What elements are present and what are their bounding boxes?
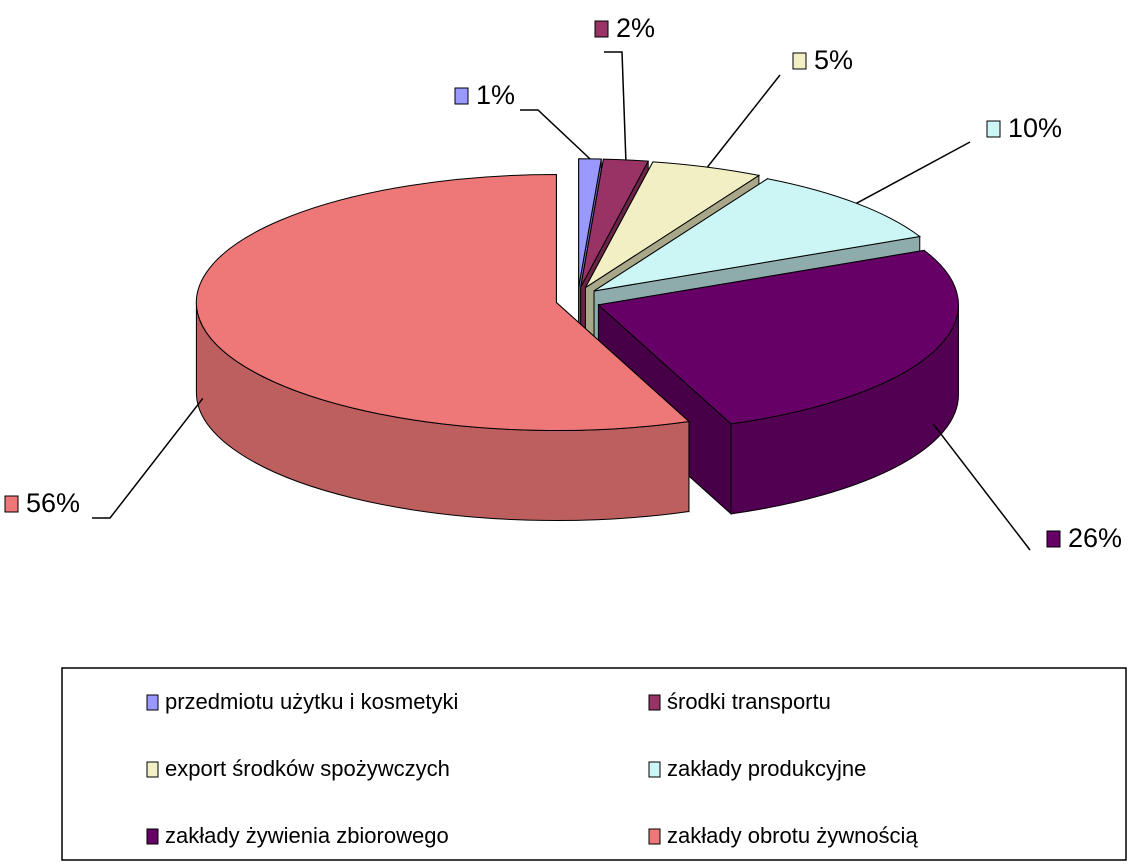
- legend-label: zakłady żywienia zbiorowego: [165, 823, 449, 848]
- legend-swatch: [146, 761, 159, 778]
- label-swatch: [4, 495, 19, 513]
- data-label: 10%: [1008, 113, 1062, 143]
- label-swatch: [1046, 530, 1061, 548]
- pie-slice: [585, 161, 761, 288]
- pie-slice: [195, 173, 691, 431]
- legend-swatch: [648, 761, 661, 778]
- legend-swatch: [648, 828, 661, 845]
- leader-line: [92, 397, 204, 519]
- leader-line: [604, 51, 627, 160]
- legend-label: zakłady obrotu żywnością: [667, 823, 918, 848]
- data-label: 1%: [476, 80, 515, 110]
- pie-slice: [578, 158, 602, 287]
- label-swatch: [594, 20, 609, 38]
- data-label: 56%: [26, 488, 80, 518]
- leader-line: [520, 109, 591, 160]
- pie-slice: [593, 178, 922, 292]
- legend-box: [61, 667, 1127, 861]
- data-label: 26%: [1068, 523, 1122, 553]
- leader-line: [706, 74, 781, 168]
- label-swatch: [986, 120, 1001, 138]
- legend-label: przedmiotu użytku i kosmetyki: [165, 689, 458, 714]
- pie-slice: [597, 249, 959, 425]
- data-label: 2%: [616, 13, 655, 43]
- legend-label: środki transportu: [667, 689, 831, 714]
- legend-swatch: [146, 828, 159, 845]
- pie-slice: [580, 158, 650, 288]
- label-swatch: [792, 52, 807, 70]
- leader-line: [856, 141, 971, 205]
- legend-label: zakłady produkcyjne: [667, 756, 866, 781]
- legend-swatch: [648, 694, 661, 711]
- legend-swatch: [146, 694, 159, 711]
- label-swatch: [454, 87, 469, 105]
- legend-label: export środków spożywczych: [165, 756, 450, 781]
- leader-line: [932, 423, 1031, 551]
- data-label: 5%: [814, 45, 853, 75]
- pie-tops: [195, 158, 959, 431]
